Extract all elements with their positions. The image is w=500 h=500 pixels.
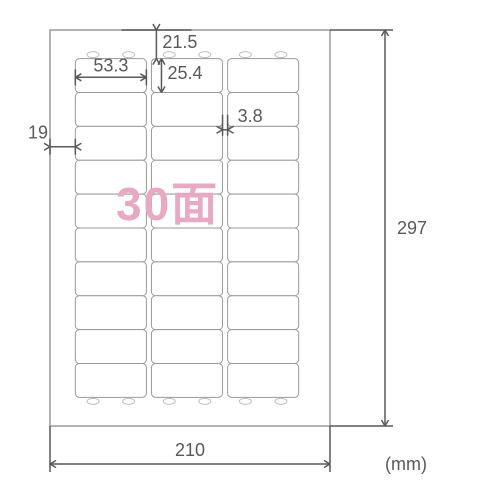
- dim-left-margin: 19: [28, 123, 48, 143]
- label-cell: [151, 228, 222, 262]
- label-cell: [151, 296, 222, 330]
- label-cell: [228, 228, 299, 262]
- label-cell: [151, 126, 222, 160]
- label-cell: [151, 262, 222, 296]
- face-count-text: 30面: [116, 178, 219, 230]
- label-cell: [228, 262, 299, 296]
- label-cell: [228, 194, 299, 228]
- label-cell: [75, 363, 146, 397]
- label-cell: [75, 296, 146, 330]
- label-cell: [228, 330, 299, 364]
- label-cell: [75, 126, 146, 160]
- dim-col-gap: 3.8: [238, 106, 263, 126]
- label-cell: [228, 296, 299, 330]
- label-cell: [75, 228, 146, 262]
- label-cell: [151, 93, 222, 127]
- label-cell: [151, 330, 222, 364]
- label-sheet-diagram: 30面 21.5 53.3 25.4 3.8 19 297 210 (mm): [0, 0, 500, 500]
- label-cell: [75, 330, 146, 364]
- dim-page-height: 297: [397, 218, 427, 238]
- unit-label: (mm): [385, 454, 427, 474]
- dim-top-margin: 21.5: [162, 32, 197, 52]
- label-cell: [228, 363, 299, 397]
- label-cell: [151, 363, 222, 397]
- dim-page-width: 210: [175, 440, 205, 460]
- dim-cell-width: 53.3: [93, 55, 128, 75]
- label-cell: [228, 160, 299, 194]
- label-cell: [228, 59, 299, 93]
- dim-cell-height: 25.4: [167, 63, 202, 83]
- label-cell: [75, 262, 146, 296]
- label-cell: [75, 93, 146, 127]
- label-cell: [228, 126, 299, 160]
